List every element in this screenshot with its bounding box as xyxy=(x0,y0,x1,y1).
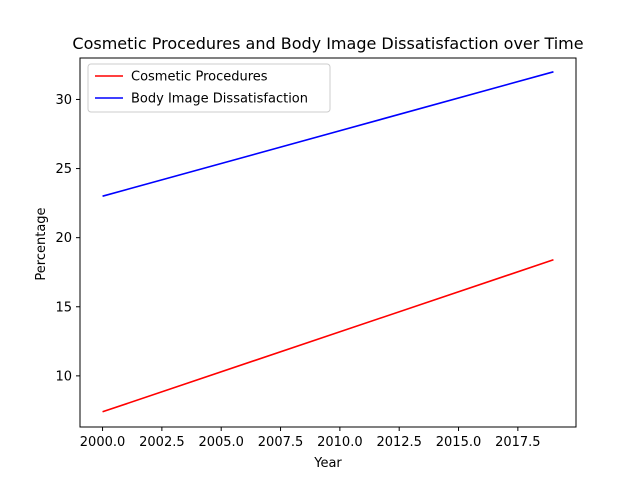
x-tick-label: 2017.5 xyxy=(495,435,541,450)
legend: Cosmetic Procedures Body Image Dissatisfa… xyxy=(87,63,331,113)
y-axis-label: Percentage xyxy=(34,207,49,280)
legend-label: Body Image Dissatisfaction xyxy=(131,92,308,107)
x-tick-label: 2007.5 xyxy=(258,435,304,450)
y-tick-label: 30 xyxy=(55,93,72,108)
x-tick-label: 2012.5 xyxy=(376,435,422,450)
legend-box xyxy=(87,63,331,113)
x-tick-label: 2000.0 xyxy=(80,435,126,450)
x-tick-label: 2010.0 xyxy=(317,435,363,450)
y-tick-label: 20 xyxy=(55,231,72,246)
y-tick-label: 25 xyxy=(55,162,72,177)
legend-label: Cosmetic Procedures xyxy=(131,70,268,85)
axes-frame xyxy=(79,57,577,428)
series-line-2 xyxy=(102,71,554,197)
series-layer xyxy=(102,71,554,413)
chart-title: Cosmetic Procedures and Body Image Dissa… xyxy=(72,34,583,53)
y-axis: 10 15 20 25 30 xyxy=(55,93,80,384)
x-tick-label: 2002.5 xyxy=(139,435,185,450)
y-tick-label: 10 xyxy=(55,369,72,384)
y-tick-label: 15 xyxy=(55,300,72,315)
x-axis-label: Year xyxy=(313,456,342,471)
plot-area xyxy=(79,57,577,428)
x-tick-label: 2005.0 xyxy=(198,435,244,450)
x-axis: 2000.0 2002.5 2005.0 2007.5 2010.0 2012.5 2015… xyxy=(80,427,541,450)
series-line-1 xyxy=(102,259,554,413)
x-tick-label: 2015.0 xyxy=(436,435,482,450)
